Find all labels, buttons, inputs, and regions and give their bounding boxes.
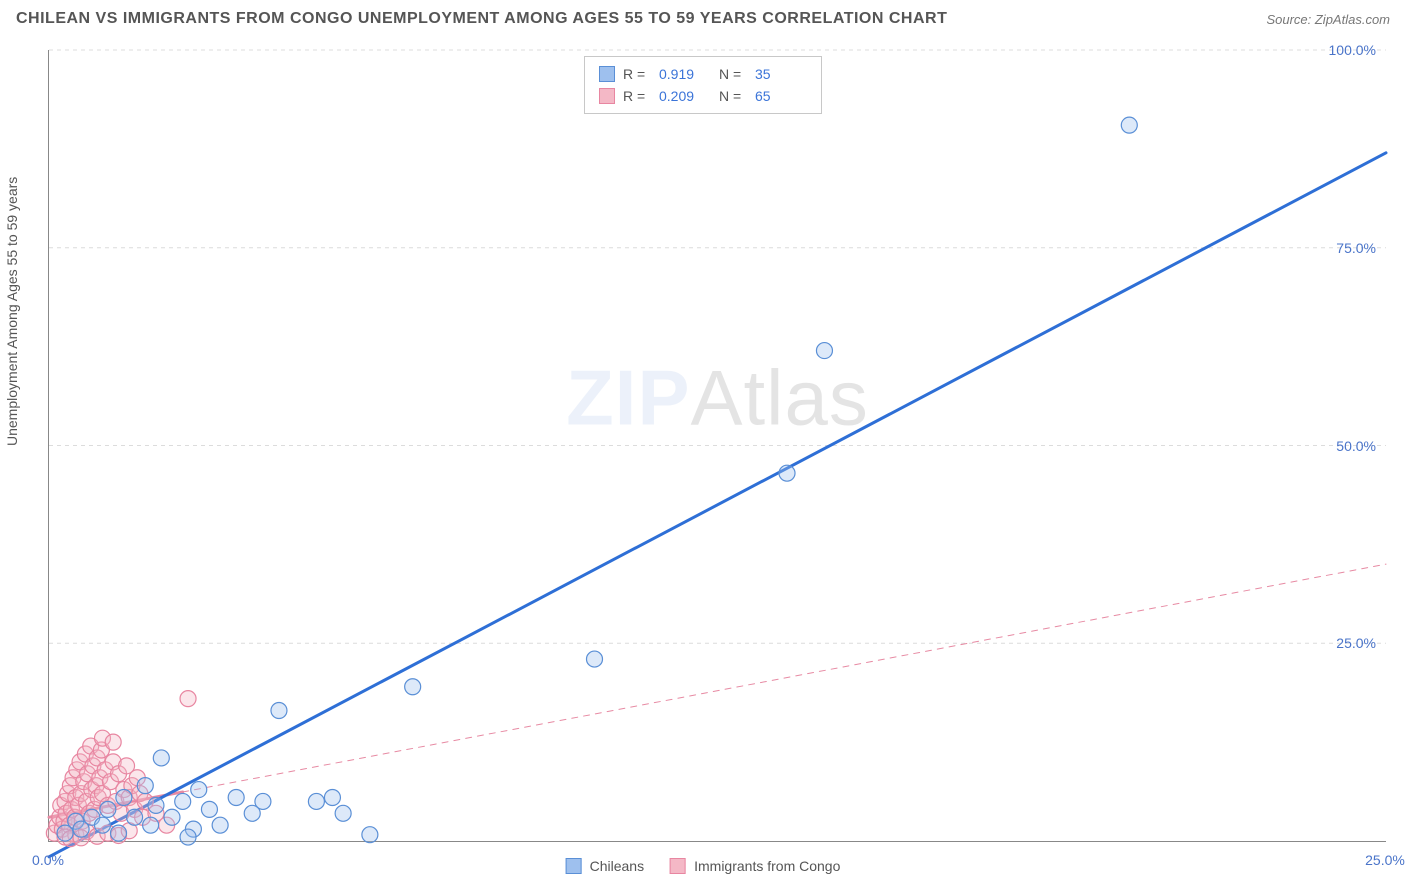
legend-item-congo: Immigrants from Congo [670,858,840,874]
title-bar: CHILEAN VS IMMIGRANTS FROM CONGO UNEMPLO… [16,10,1390,40]
chart-container: CHILEAN VS IMMIGRANTS FROM CONGO UNEMPLO… [0,0,1406,892]
correlation-legend: R = 0.919 N = 35 R = 0.209 N = 65 [584,56,822,114]
swatch-chileans-icon [566,858,582,874]
legend-row-congo: R = 0.209 N = 65 [599,85,807,107]
n-value-chileans: 35 [755,66,807,82]
swatch-congo [599,88,615,104]
plot-area: ZIPAtlas 25.0%50.0%75.0%100.0% [48,50,1386,842]
swatch-chileans [599,66,615,82]
r-label: R = [623,66,651,82]
n-label: N = [719,88,747,104]
y-axis-label: Unemployment Among Ages 55 to 59 years [4,177,20,446]
chart-svg [49,50,1386,841]
n-label: N = [719,66,747,82]
r-value-congo: 0.209 [659,88,711,104]
legend-item-chileans: Chileans [566,858,644,874]
series-legend: Chileans Immigrants from Congo [566,858,841,874]
swatch-congo-icon [670,858,686,874]
legend-label-chileans: Chileans [590,858,644,874]
r-value-chileans: 0.919 [659,66,711,82]
r-label: R = [623,88,651,104]
legend-row-chileans: R = 0.919 N = 35 [599,63,807,85]
legend-label-congo: Immigrants from Congo [694,858,840,874]
n-value-congo: 65 [755,88,807,104]
source-label: Source: ZipAtlas.com [1266,12,1390,27]
chart-title: CHILEAN VS IMMIGRANTS FROM CONGO UNEMPLO… [16,10,947,27]
